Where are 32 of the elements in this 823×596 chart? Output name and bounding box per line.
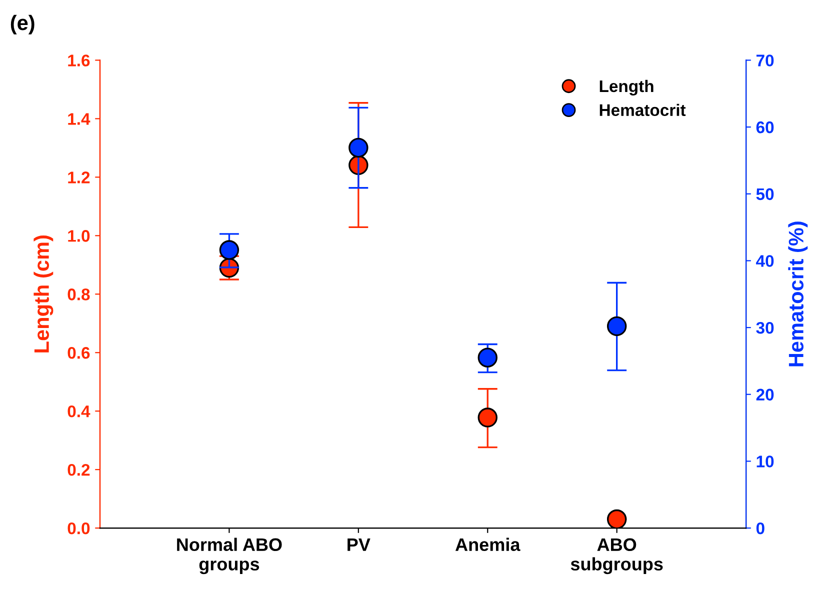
y2-tick-label: 70 [756, 54, 774, 66]
y2-axis-title: Hematocrit (%) [788, 222, 808, 366]
point [348, 138, 368, 158]
y-tick-label: 1.6 [68, 54, 90, 66]
y-tick-label: 0.4 [68, 405, 90, 418]
legend-label: Hematocrit [600, 104, 686, 116]
y-tick-label: 1.4 [68, 113, 90, 125]
y-tick-label: 0.2 [68, 464, 90, 476]
y-tick-label: 1.2 [68, 172, 90, 184]
point [478, 348, 498, 368]
legend-label: Length [600, 80, 654, 96]
y2-tick-label: 50 [756, 188, 774, 200]
point [478, 408, 498, 428]
x-tick-label: Anemia [455, 538, 520, 552]
y2-tick-label: 60 [756, 121, 774, 134]
y-axis-title: Length (cm) [34, 236, 54, 352]
y2-tick-label: 30 [756, 322, 774, 334]
y2-tick-label: 10 [756, 456, 774, 468]
point [606, 509, 627, 528]
y2-tick-label: 20 [756, 388, 774, 401]
point [606, 316, 627, 336]
x-tick-label: ABO subgroups [570, 538, 663, 574]
y-tick-label: 0.0 [68, 522, 90, 534]
y2-tick-label: 0 [756, 522, 764, 534]
x-tick-label: Normal ABO groups [177, 538, 282, 574]
x-tick-label: PV [348, 538, 370, 551]
point [219, 240, 240, 260]
y-tick-label: 0.8 [68, 288, 90, 300]
y-tick-label: 0.6 [68, 347, 90, 359]
y-tick-label: 1.0 [68, 230, 90, 242]
y2-tick-label: 40 [756, 255, 774, 267]
chart-title: (e) [10, 14, 34, 34]
